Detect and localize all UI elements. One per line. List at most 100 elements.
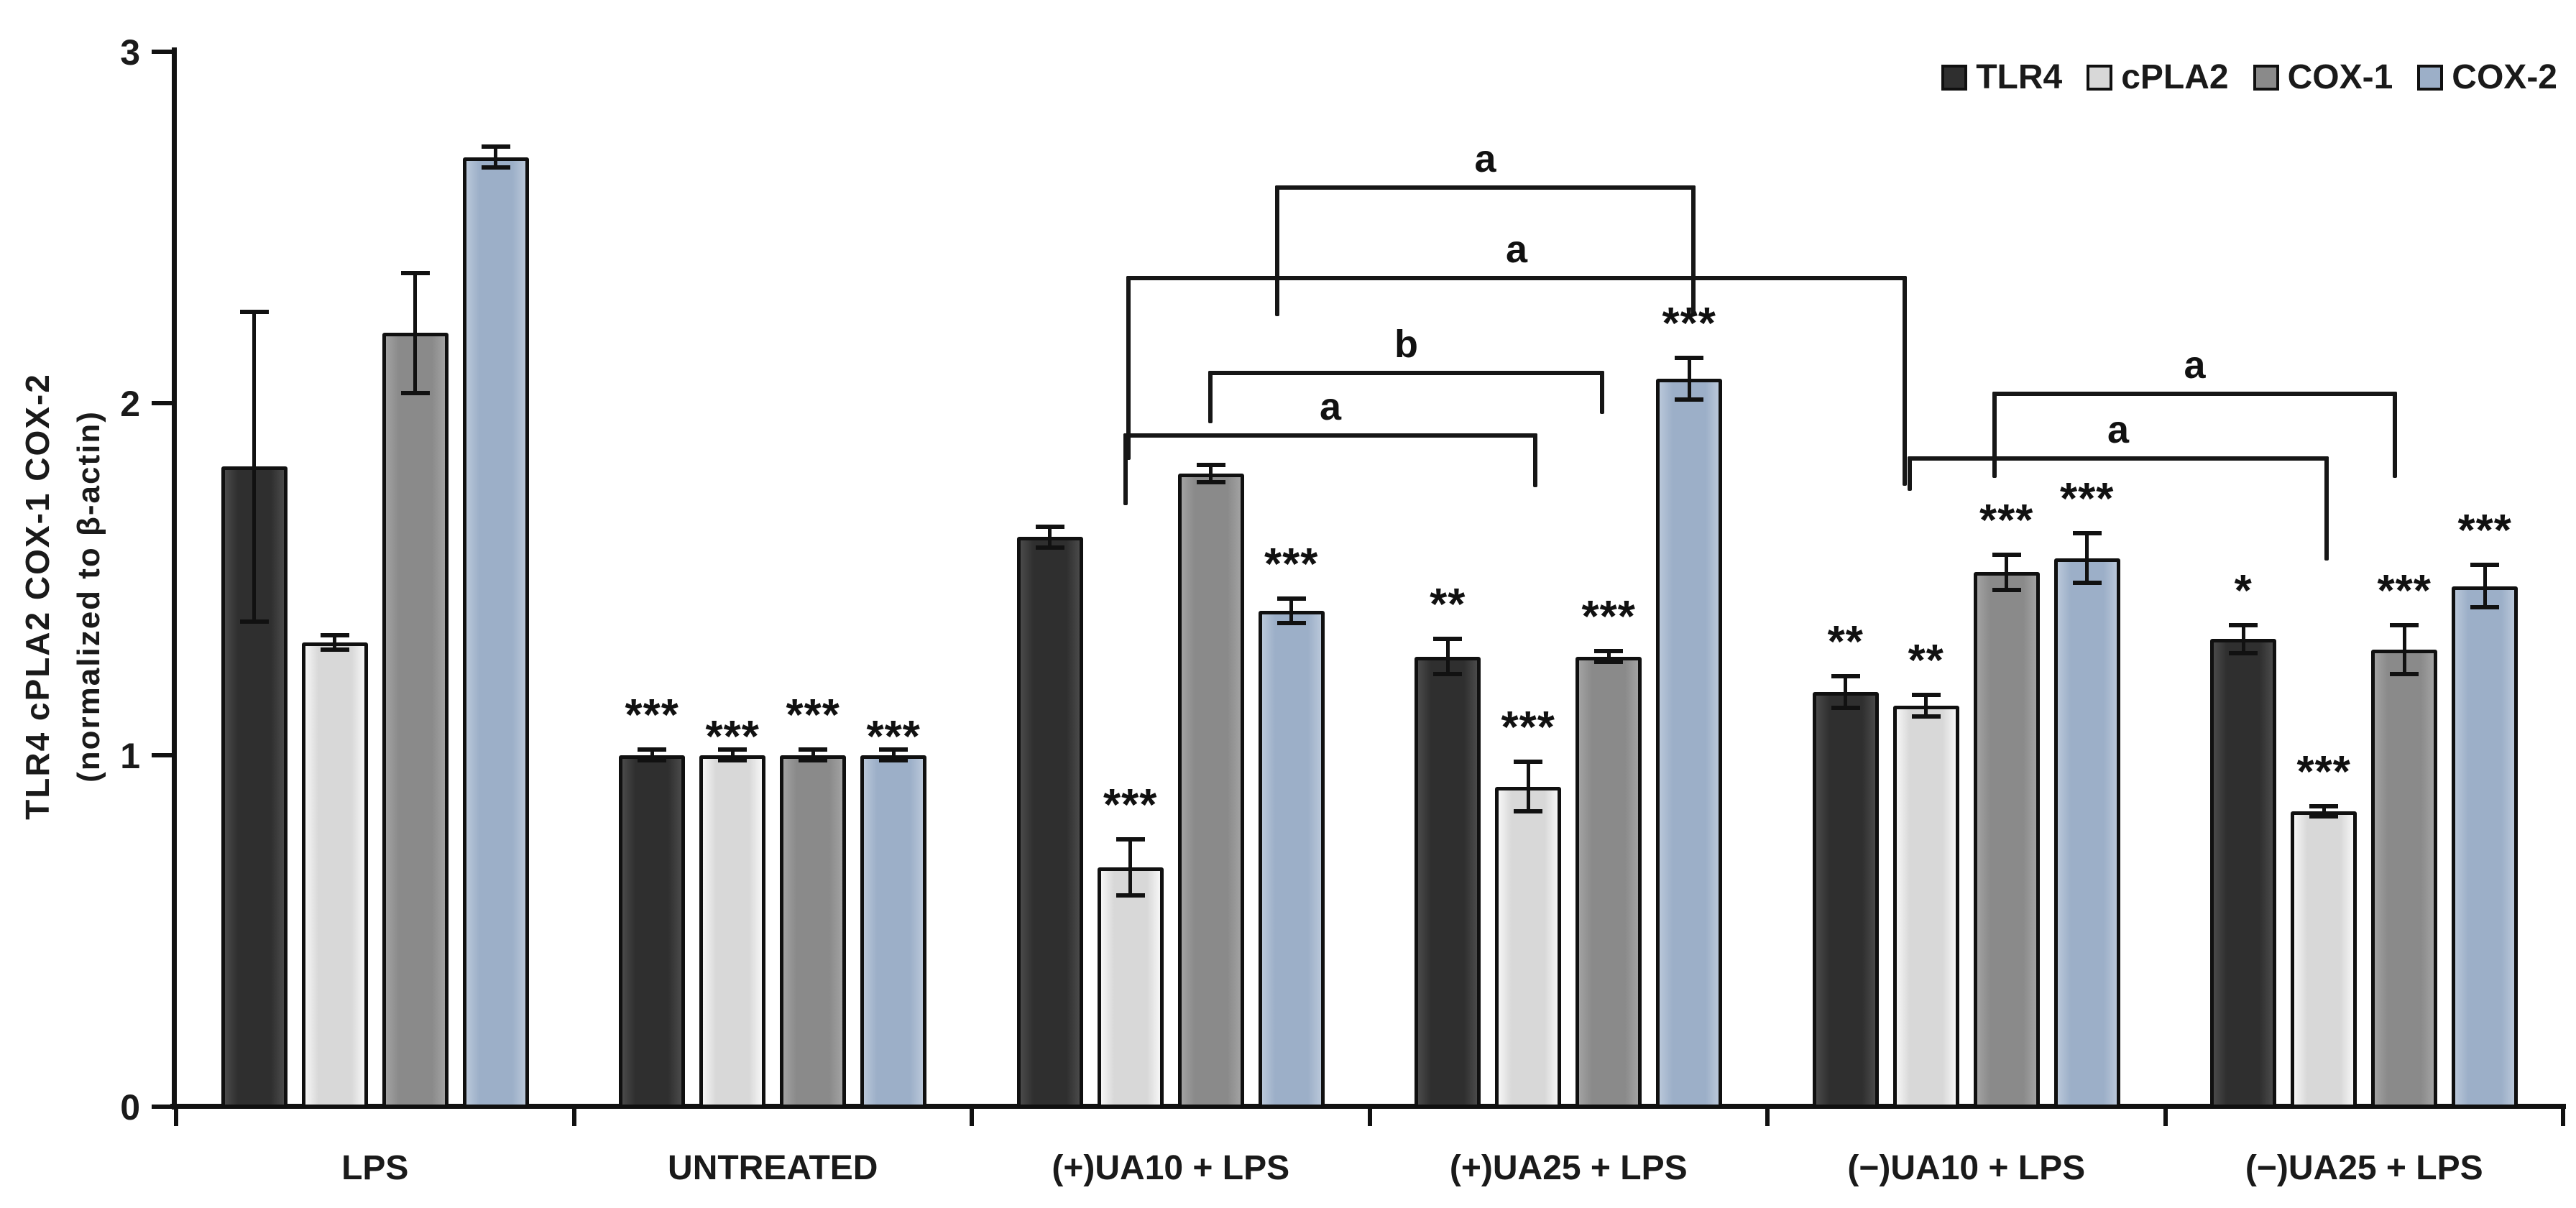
error-bar-cap [718,747,748,752]
bar-cox-1-ua25-lps [1576,656,1642,1108]
bar-cox-2-untreated [860,755,927,1108]
error-bar-cap [799,758,828,762]
significance-bracket-leg [1533,433,1537,487]
legend-label-cpla2: cPLA2 [2121,58,2229,96]
error-bar-cap [1433,637,1463,642]
significance-stars: ** [1827,617,1864,667]
error-bar-cap [1035,545,1064,550]
y-axis-tick [152,401,173,406]
error-bar [1844,676,1848,708]
error-bar [1445,639,1450,675]
significance-stars: *** [2060,474,2115,525]
error-bar [2085,533,2089,583]
significance-stars: *** [2296,747,2351,797]
bar-cox-2-lps [462,157,529,1108]
bar-cox-2-ua25-lps [2452,586,2518,1108]
significance-stars: *** [786,691,840,741]
significance-bracket-leg [1903,276,1907,486]
error-bar-cap [320,633,349,638]
significance-stars: *** [2457,506,2512,556]
bar-cpla2-untreated [699,755,766,1108]
error-bar-cap [2229,622,2258,627]
significance-stars: *** [866,712,921,762]
bar-tlr4-ua10-lps [1812,691,1879,1108]
bar-cpla2-ua10-lps [1892,706,1959,1108]
significance-stars: *** [1103,780,1158,831]
y-axis-tick-label: 2 [120,384,140,425]
y-axis-title-line2: (normalized to β-actin) [71,410,106,783]
error-bar-cap [638,747,667,752]
y-axis-tick [152,50,173,54]
error-bar-cap [638,758,667,762]
x-category-label-ua25-lps: (−)UA25 + LPS [2245,1149,2483,1187]
error-bar-cap [1992,552,2021,557]
legend: TLR4 cPLA2 COX-1 COX-2 [1941,60,2557,95]
y-axis-title-line1: TLR4 cPLA2 COX-1 COX-2 [19,373,56,820]
error-bar-cap [239,310,269,315]
error-bar-cap [1675,397,1704,402]
x-category-label-ua10-lps: (−)UA10 + LPS [1847,1149,2086,1187]
error-bar-cap [1911,714,1941,719]
error-bar-cap [1831,705,1860,710]
bar-cpla2-ua10-lps [1097,867,1164,1108]
error-bar [2483,565,2487,608]
bar-tlr4-untreated [619,755,686,1108]
error-bar [1289,598,1294,624]
significance-bracket-leg [1126,276,1131,460]
error-bar-cap [1276,596,1306,601]
error-bar-cap [879,758,908,762]
bar-cox-1-lps [382,333,448,1108]
error-bar-cap [1594,649,1624,654]
bar-cpla2-lps [301,642,368,1108]
x-axis-tick [571,1107,576,1126]
error-bar-cap [400,271,430,276]
bar-cox-2-ua25-lps [1656,379,1723,1108]
legend-label-cox-2: COX-2 [2452,58,2557,96]
significance-bracket-bar [1275,185,1696,190]
significance-stars: * [2234,566,2253,616]
significance-bracket-label: a [1505,228,1528,271]
bar-cpla2-ua25-lps [2291,811,2358,1108]
error-bar [252,312,257,622]
significance-bracket-leg [1275,185,1279,316]
error-bar [2241,624,2245,653]
legend-swatch-cox-2 [2417,65,2444,91]
error-bar [2402,624,2406,675]
significance-bracket-bar [1126,276,1907,280]
error-bar-cap [481,165,510,170]
bar-tlr4-ua25-lps [1414,656,1481,1108]
error-bar-cap [1594,659,1624,664]
significance-bracket-leg [1992,392,1997,478]
significance-bracket-leg [1691,185,1696,316]
error-bar-cap [2470,605,2500,610]
error-bar [1526,762,1530,811]
significance-stars: *** [1264,539,1319,589]
error-bar-cap [1433,672,1463,677]
legend-item-cox-2: COX-2 [2417,60,2557,95]
legend-swatch-cpla2 [2087,65,2113,91]
x-category-label-ua10-lps: (+)UA10 + LPS [1052,1149,1290,1187]
error-bar-cap [1831,673,1860,678]
y-axis-tick-label: 0 [120,1087,140,1128]
significance-bracket-label: a [2184,344,2206,387]
error-bar-cap [239,619,269,624]
x-category-label-lps: LPS [341,1149,409,1187]
x-axis-tick [2163,1107,2168,1126]
y-axis-tick [152,1105,173,1109]
error-bar-cap [1911,693,1941,698]
error-bar-cap [1116,893,1145,898]
error-bar [1687,357,1691,400]
bar-cox-1-ua10-lps [1973,572,2040,1108]
x-axis-tick [1765,1107,1770,1126]
significance-bracket-label: a [2107,408,2130,451]
error-bar [333,635,337,650]
legend-item-cox-1: COX-1 [2253,60,2393,95]
error-bar-cap [2072,531,2102,536]
x-axis-tick [2561,1107,2565,1126]
significance-bracket-leg [1123,433,1128,505]
significance-stars: *** [1979,495,2034,545]
bar-cox-1-untreated [780,755,847,1108]
bar-tlr4-ua25-lps [2210,639,2277,1108]
legend-item-tlr4: TLR4 [1941,60,2062,95]
